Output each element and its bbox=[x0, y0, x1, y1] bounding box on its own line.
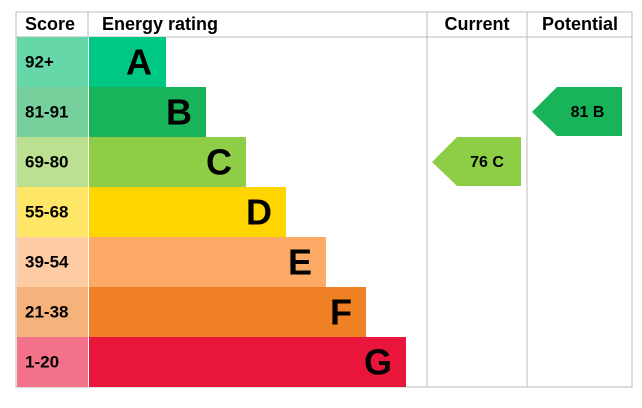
rating-bar bbox=[89, 137, 246, 187]
header-score: Score bbox=[25, 14, 75, 34]
score-label: 21-38 bbox=[25, 302, 68, 321]
score-label: 81-91 bbox=[25, 102, 68, 121]
score-label: 92+ bbox=[25, 52, 54, 71]
rating-letter: A bbox=[126, 42, 152, 83]
rating-letter: F bbox=[330, 292, 352, 333]
header-rating: Energy rating bbox=[102, 14, 218, 34]
score-label: 1-20 bbox=[25, 352, 59, 371]
rating-letter: D bbox=[246, 192, 272, 233]
score-cell bbox=[17, 237, 88, 287]
rating-bar bbox=[89, 337, 406, 387]
header-potential: Potential bbox=[542, 14, 618, 34]
potential-label: 81 B bbox=[571, 104, 605, 121]
current-arrow bbox=[432, 137, 521, 186]
rating-bar bbox=[89, 187, 286, 237]
score-cell bbox=[17, 287, 88, 337]
score-label: 69-80 bbox=[25, 152, 68, 171]
rating-letter: E bbox=[288, 242, 312, 283]
rating-letter: C bbox=[206, 142, 232, 183]
score-cell bbox=[17, 187, 88, 237]
rating-letter: G bbox=[364, 342, 392, 383]
score-label: 39-54 bbox=[25, 252, 69, 271]
rating-letter: B bbox=[166, 92, 192, 133]
score-cell bbox=[17, 87, 88, 137]
score-label: 55-68 bbox=[25, 202, 68, 221]
header-current: Current bbox=[444, 14, 509, 34]
current-label: 76 C bbox=[470, 154, 504, 171]
score-cell bbox=[17, 337, 88, 387]
rating-bar bbox=[89, 37, 166, 87]
rating-bar bbox=[89, 287, 366, 337]
rating-bar bbox=[89, 87, 206, 137]
potential-arrow bbox=[532, 87, 622, 136]
score-cell bbox=[17, 37, 88, 87]
rating-bar bbox=[89, 237, 326, 287]
score-cell bbox=[17, 137, 88, 187]
